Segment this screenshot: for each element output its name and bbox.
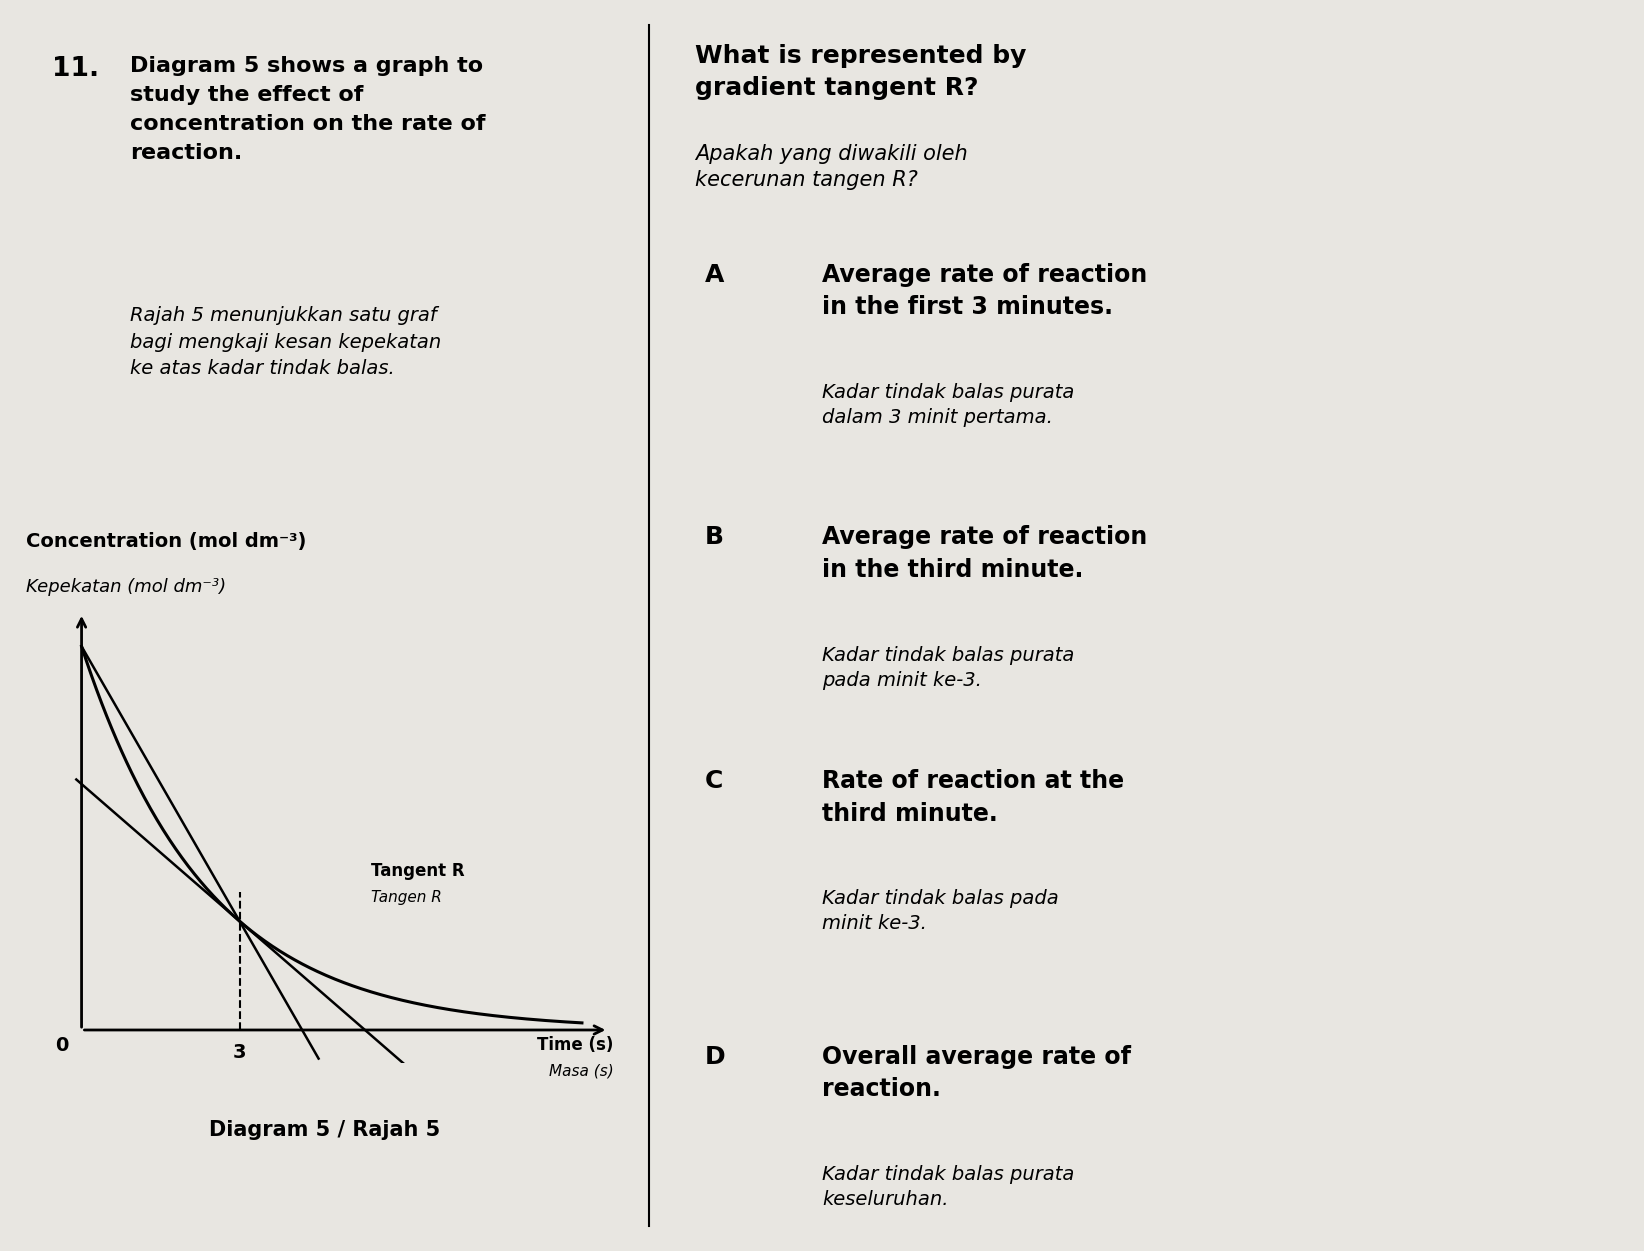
Text: Kadar tindak balas pada
minit ke-3.: Kadar tindak balas pada minit ke-3. [822,889,1059,933]
Text: 0: 0 [54,1036,69,1056]
Text: Kadar tindak balas purata
keseluruhan.: Kadar tindak balas purata keseluruhan. [822,1165,1075,1208]
Text: Tangent R: Tangent R [372,862,465,879]
Text: Kepekatan (mol dm⁻³): Kepekatan (mol dm⁻³) [26,578,227,595]
Text: D: D [705,1045,725,1068]
Text: Kadar tindak balas purata
dalam 3 minit pertama.: Kadar tindak balas purata dalam 3 minit … [822,383,1075,427]
Text: 11.: 11. [53,56,99,83]
Text: Diagram 5 / Rajah 5: Diagram 5 / Rajah 5 [209,1120,441,1140]
Text: What is represented by
gradient tangent R?: What is represented by gradient tangent … [695,44,1026,100]
Text: Rajah 5 menunjukkan satu graf
bagi mengkaji kesan kepekatan
ke atas kadar tindak: Rajah 5 menunjukkan satu graf bagi mengk… [130,306,441,379]
Text: Average rate of reaction
in the first 3 minutes.: Average rate of reaction in the first 3 … [822,263,1148,319]
Text: Overall average rate of
reaction.: Overall average rate of reaction. [822,1045,1131,1101]
Text: Average rate of reaction
in the third minute.: Average rate of reaction in the third mi… [822,525,1148,582]
Text: A: A [705,263,725,286]
Text: C: C [705,769,723,793]
Text: 3: 3 [233,1042,247,1062]
Text: Kadar tindak balas purata
pada minit ke-3.: Kadar tindak balas purata pada minit ke-… [822,646,1075,689]
Text: Time (s): Time (s) [538,1036,613,1055]
Text: Apakah yang diwakili oleh
kecerunan tangen R?: Apakah yang diwakili oleh kecerunan tang… [695,144,968,190]
Text: Diagram 5 shows a graph to
study the effect of
concentration on the rate of
reac: Diagram 5 shows a graph to study the eff… [130,56,485,163]
Text: Masa (s): Masa (s) [549,1063,613,1078]
Text: Tangen R: Tangen R [372,889,442,904]
Text: Concentration (mol dm⁻³): Concentration (mol dm⁻³) [26,532,306,550]
Text: B: B [705,525,723,549]
Text: Rate of reaction at the
third minute.: Rate of reaction at the third minute. [822,769,1124,826]
